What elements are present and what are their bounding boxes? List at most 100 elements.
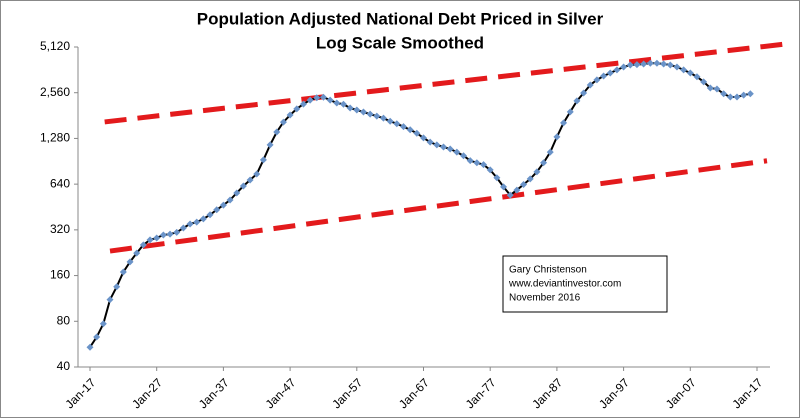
point-marker <box>686 69 694 77</box>
point-marker <box>293 105 301 113</box>
annotation-text: November 2016 <box>509 293 581 304</box>
point-marker <box>99 320 107 328</box>
series-line <box>89 62 751 348</box>
point-marker <box>199 215 207 223</box>
point-marker <box>493 174 501 182</box>
trend-line <box>109 158 768 254</box>
point-marker <box>179 224 187 232</box>
point-marker <box>373 112 381 120</box>
point-marker <box>466 157 474 165</box>
point-marker <box>226 196 234 204</box>
point-marker <box>286 111 294 119</box>
point-marker <box>573 97 581 105</box>
point-marker <box>713 85 721 93</box>
point-marker <box>86 343 94 351</box>
point-marker <box>333 99 341 107</box>
point-marker <box>246 176 254 184</box>
point-marker <box>453 148 461 156</box>
point-marker <box>106 296 114 304</box>
point-marker <box>673 63 681 71</box>
point-marker <box>653 59 661 67</box>
point-marker <box>500 183 508 191</box>
point-marker <box>206 211 214 219</box>
point-marker <box>319 93 327 101</box>
point-marker <box>560 119 568 127</box>
point-marker <box>460 152 468 160</box>
point-marker <box>413 129 421 137</box>
point-marker <box>520 180 528 188</box>
point-marker <box>186 220 194 228</box>
point-marker <box>426 138 434 146</box>
point-marker <box>580 89 588 97</box>
point-marker <box>533 168 541 176</box>
point-marker <box>386 117 394 125</box>
point-marker <box>693 73 701 81</box>
y-tick-label: 160 <box>50 268 70 282</box>
point-marker <box>159 231 167 239</box>
point-marker <box>720 90 728 98</box>
point-marker <box>366 110 374 118</box>
point-marker <box>586 81 594 89</box>
point-marker <box>306 96 314 104</box>
point-marker <box>440 143 448 151</box>
point-marker <box>273 128 281 136</box>
point-marker <box>326 96 334 104</box>
point-marker <box>339 100 347 108</box>
point-marker <box>233 189 241 197</box>
point-marker <box>733 93 741 101</box>
point-marker <box>219 201 227 209</box>
point-marker <box>680 66 688 74</box>
y-tick-label: 320 <box>50 222 70 236</box>
point-marker <box>600 72 608 80</box>
point-marker <box>486 166 494 174</box>
point-marker <box>646 59 654 67</box>
point-marker <box>266 141 274 149</box>
point-marker <box>346 104 354 112</box>
point-marker <box>620 63 628 71</box>
y-tick-label: 5,120 <box>40 39 70 53</box>
point-marker <box>473 159 481 167</box>
annotation-text: www.deviantinvestor.com <box>508 279 621 290</box>
point-marker <box>740 91 748 99</box>
point-marker <box>613 66 621 74</box>
point-marker <box>193 218 201 226</box>
point-marker <box>553 133 561 141</box>
point-marker <box>420 134 427 142</box>
point-marker <box>700 78 708 86</box>
y-tick-label: 80 <box>57 313 71 327</box>
point-marker <box>113 283 121 291</box>
annotation-box <box>502 255 668 313</box>
point-marker <box>139 241 147 249</box>
point-marker <box>393 120 401 128</box>
point-marker <box>726 93 734 101</box>
point-marker <box>359 108 367 116</box>
point-marker <box>666 61 674 69</box>
point-marker <box>506 191 514 199</box>
point-marker <box>660 60 668 68</box>
point-marker <box>313 94 321 102</box>
annotation-text: Gary Christenson <box>509 265 587 276</box>
point-marker <box>626 61 634 69</box>
point-marker <box>173 228 181 236</box>
y-tick-label: 2,560 <box>40 85 70 99</box>
point-marker <box>513 186 521 194</box>
point-marker <box>480 161 488 169</box>
point-marker <box>446 145 454 153</box>
point-marker <box>299 100 307 108</box>
point-marker <box>399 123 407 131</box>
point-marker <box>546 148 554 156</box>
point-marker <box>279 118 287 126</box>
y-tick-label: 640 <box>50 176 70 190</box>
point-marker <box>606 69 614 77</box>
point-marker <box>93 333 101 341</box>
trend-line <box>104 41 788 125</box>
point-marker <box>706 84 714 92</box>
point-marker <box>259 156 267 164</box>
point-marker <box>146 236 154 244</box>
point-marker <box>640 60 648 68</box>
chart-subtitle: Log Scale Smoothed <box>316 33 484 52</box>
point-marker <box>119 268 127 276</box>
